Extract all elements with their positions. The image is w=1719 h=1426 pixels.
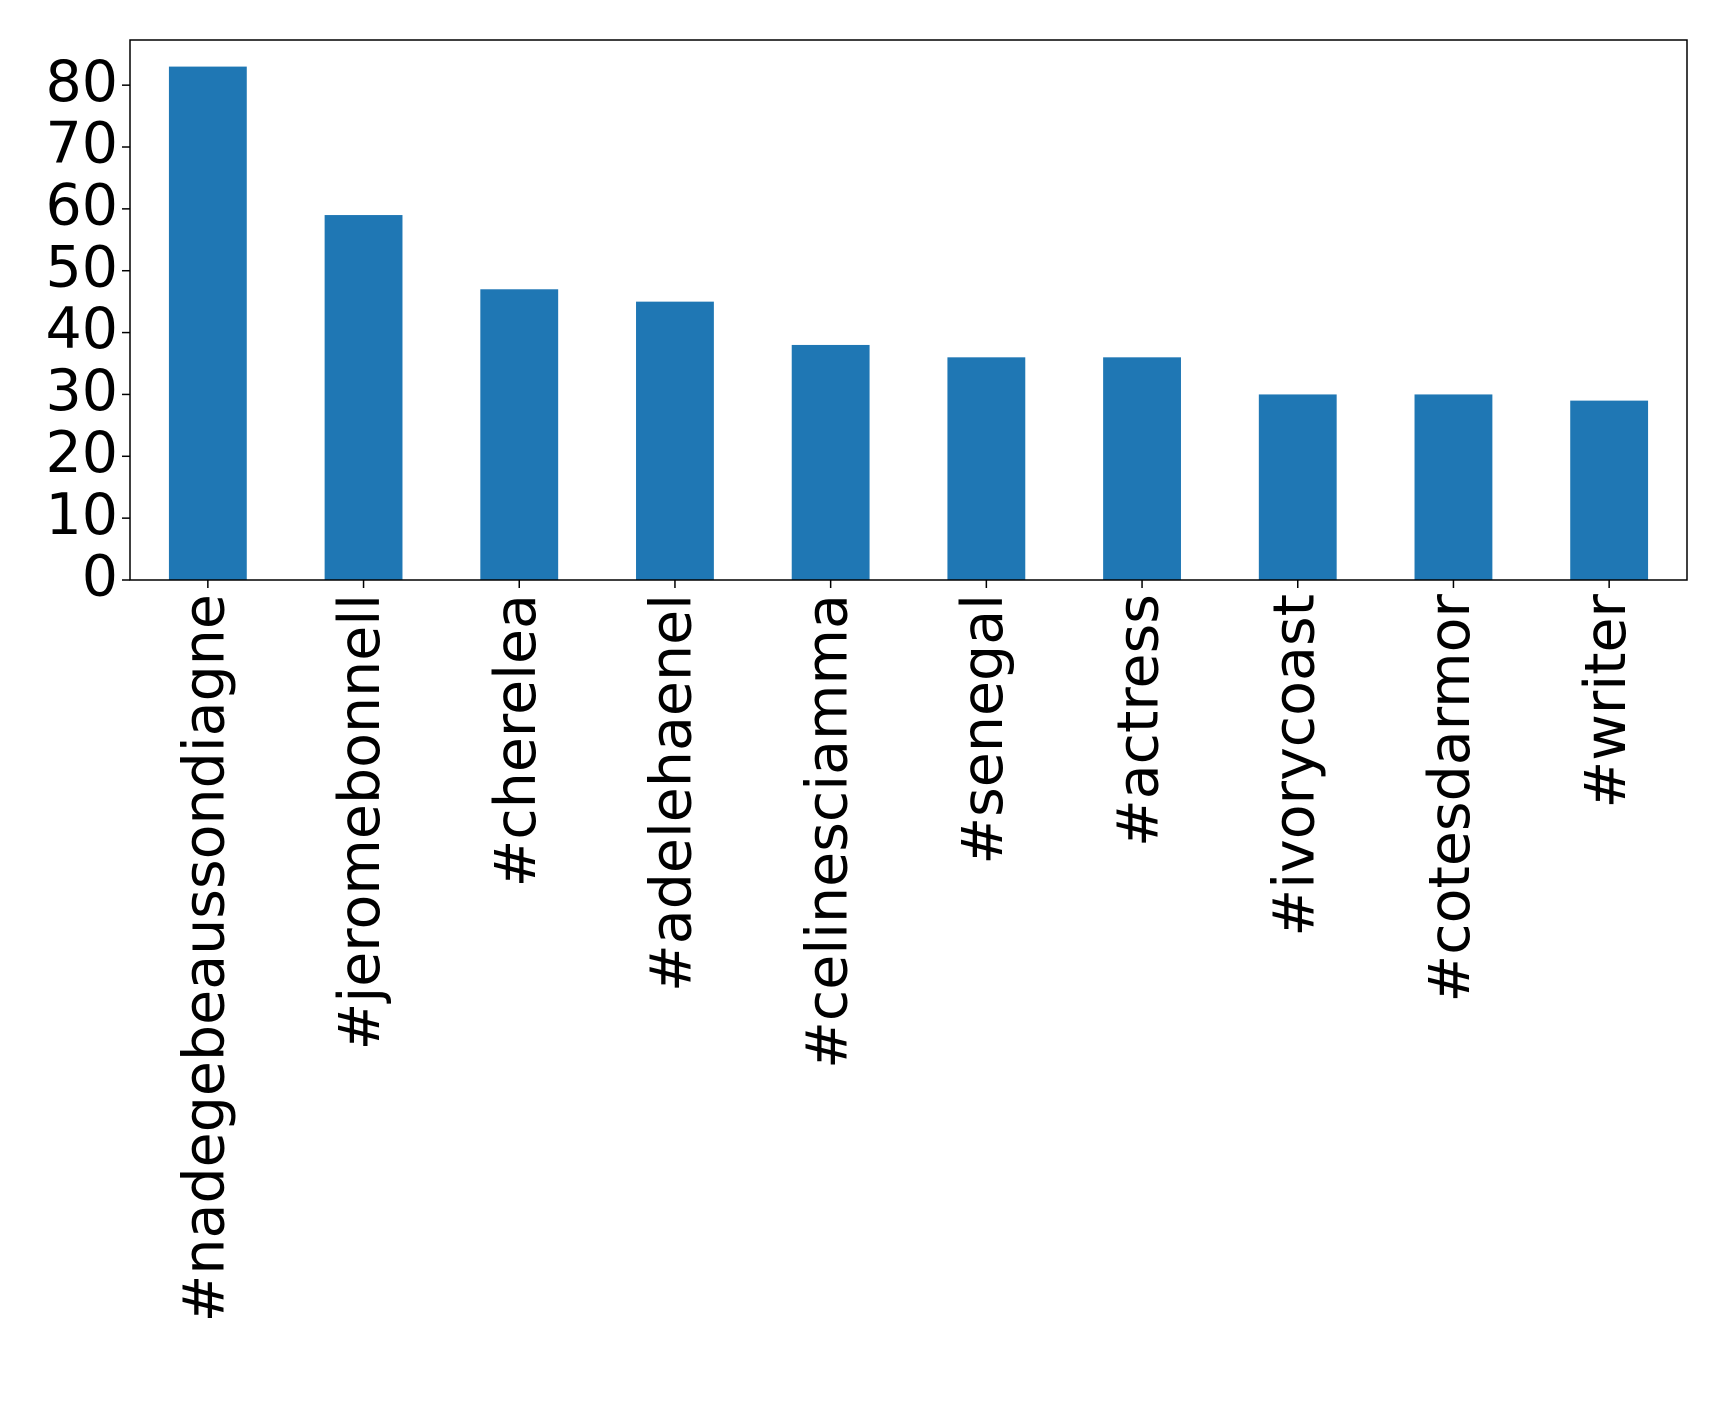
x-tick-label: #nadegebeaussondiagne — [171, 594, 237, 1322]
bar — [324, 215, 403, 580]
y-tick-label: 70 — [45, 111, 118, 177]
y-tick-label: 10 — [45, 482, 118, 548]
x-tick-label: #actress — [1106, 594, 1172, 847]
x-tick-label: #jeromebonnell — [327, 594, 393, 1050]
y-tick-label: 20 — [45, 420, 118, 486]
x-tick-label: #writer — [1573, 593, 1639, 808]
x-tick-label: #cherelea — [483, 594, 549, 887]
bar — [1570, 400, 1649, 580]
y-tick-label: 30 — [45, 358, 118, 424]
y-tick-label: 40 — [45, 296, 118, 362]
x-tick-label: #ivorycoast — [1261, 594, 1327, 937]
y-tick-label: 50 — [45, 234, 118, 300]
plot-frame — [129, 39, 1688, 581]
bar — [636, 301, 714, 580]
y-tick-label: 60 — [45, 172, 118, 238]
bar — [947, 357, 1026, 580]
x-tick-label: #cotesdarmor — [1417, 593, 1483, 1002]
bar — [480, 289, 559, 580]
y-tick-label: 80 — [45, 49, 118, 115]
bar — [1258, 394, 1337, 580]
y-tick-label: 0 — [82, 544, 118, 610]
x-tick-label: #adelehaenel — [639, 594, 705, 992]
x-tick-label: #senegal — [950, 594, 1016, 865]
bar — [1414, 394, 1493, 580]
bar — [168, 66, 247, 580]
bar — [791, 344, 870, 580]
x-tick-label: #celinesciamma — [794, 594, 860, 1069]
bar — [1103, 357, 1181, 580]
